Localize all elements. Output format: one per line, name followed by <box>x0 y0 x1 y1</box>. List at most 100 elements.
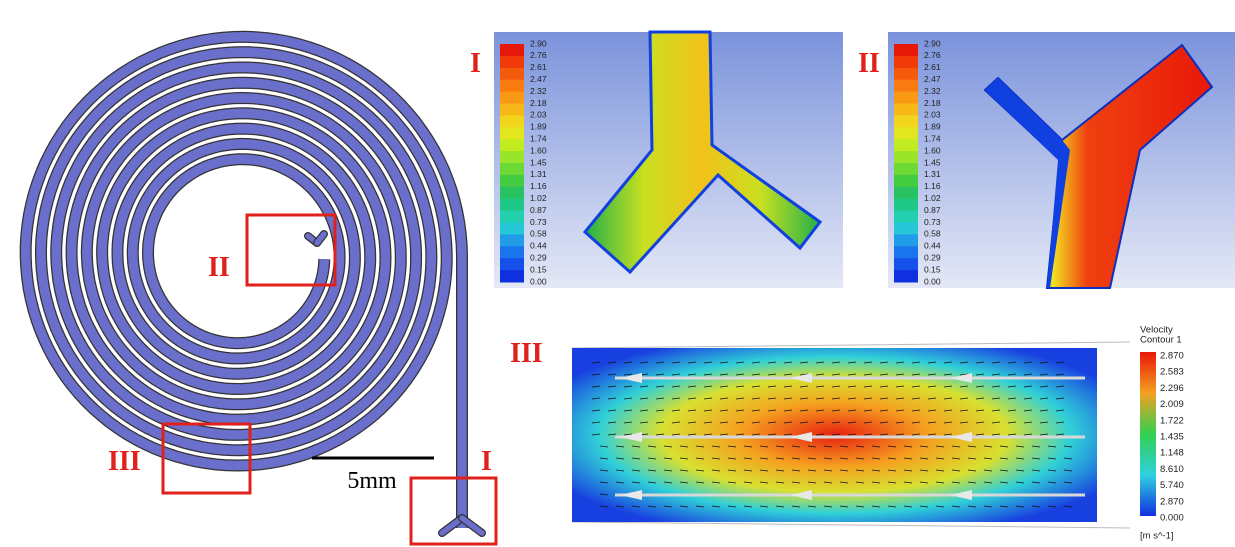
colorbar-swatch <box>894 92 918 104</box>
colorbar-label: 2.32 <box>530 86 547 96</box>
legend-label: 8.610 <box>1160 464 1184 475</box>
colorbar-label: 0.15 <box>924 264 941 274</box>
channel <box>26 37 462 528</box>
colorbar-swatch <box>500 199 524 211</box>
colorbar-swatch <box>500 151 524 163</box>
region-label: III <box>108 446 141 477</box>
colorbar-swatch <box>500 258 524 270</box>
legend-title: Contour 1 <box>1140 335 1182 346</box>
legend-label: 2.870 <box>1160 351 1184 362</box>
colorbar-label: 2.90 <box>530 38 547 48</box>
colorbar-label: 0.00 <box>530 276 547 286</box>
colorbar-swatch <box>894 246 918 258</box>
colorbar-label: 1.74 <box>530 133 547 143</box>
colorbar-swatch <box>894 270 918 282</box>
legend-unit: [m s^-1] <box>1140 531 1174 542</box>
colorbar-label: 2.03 <box>924 110 941 120</box>
scale-label: 5mm <box>347 468 397 494</box>
colorbar-swatch <box>500 44 524 56</box>
legend-label: 1.148 <box>1160 448 1184 459</box>
colorbar-label: 1.74 <box>924 133 941 143</box>
colorbar-label: 2.47 <box>924 74 941 84</box>
colorbar-label: 2.61 <box>530 62 547 72</box>
colorbar-swatch <box>500 92 524 104</box>
colorbar-swatch <box>894 223 918 235</box>
colorbar-label: 0.58 <box>530 229 547 239</box>
colorbar-swatch <box>894 151 918 163</box>
colorbar-swatch <box>894 163 918 175</box>
colorbar-label: 1.16 <box>924 181 941 191</box>
colorbar-swatch <box>500 175 524 187</box>
panel-label: II <box>858 48 880 79</box>
colorbar-label: 2.47 <box>530 74 547 84</box>
region-label: II <box>208 252 230 283</box>
colorbar-swatch <box>500 139 524 151</box>
colorbar-swatch <box>500 127 524 139</box>
colorbar-swatch <box>500 115 524 127</box>
colorbar-label: 0.73 <box>924 217 941 227</box>
colorbar-label: 2.76 <box>924 50 941 60</box>
colorbar-swatch <box>500 80 524 92</box>
colorbar-label: 0.73 <box>530 217 547 227</box>
legend-bar <box>1140 352 1156 516</box>
colorbar-swatch <box>894 80 918 92</box>
colorbar-label: 2.03 <box>530 110 547 120</box>
colorbar-swatch <box>500 270 524 282</box>
colorbar-swatch <box>894 211 918 223</box>
colorbar-swatch <box>500 246 524 258</box>
colorbar-swatch <box>500 211 524 223</box>
figure: II III I 5mm I II III Velocity Contour 1… <box>0 0 1235 547</box>
colorbar-swatch <box>894 115 918 127</box>
colorbar-swatch <box>500 234 524 246</box>
colorbar-label: 1.60 <box>924 145 941 155</box>
colorbar-swatch <box>894 187 918 199</box>
colorbar-swatch <box>894 104 918 116</box>
colorbar-label: 1.31 <box>530 169 547 179</box>
colorbar-label: 1.89 <box>530 122 547 132</box>
colorbar-label: 2.32 <box>924 86 941 96</box>
legend-label: 2.009 <box>1160 399 1184 410</box>
legend-label: 2.583 <box>1160 367 1184 378</box>
colorbar-swatch <box>500 163 524 175</box>
legend-label: 0.000 <box>1160 513 1184 524</box>
colorbar-swatch <box>500 104 524 116</box>
legend-label: 1.435 <box>1160 432 1184 443</box>
colorbar-swatch <box>500 223 524 235</box>
colorbar-label: 1.31 <box>924 169 941 179</box>
colorbar-label: 0.29 <box>530 252 547 262</box>
colorbar-swatch <box>894 258 918 270</box>
colorbar-swatch <box>894 175 918 187</box>
colorbar-label: 2.90 <box>924 38 941 48</box>
colorbar-label: 0.87 <box>530 205 547 215</box>
colorbar-label: 0.29 <box>924 252 941 262</box>
colorbar-swatch <box>894 199 918 211</box>
colorbar-label: 1.02 <box>924 193 941 203</box>
colorbar-label: 1.60 <box>530 145 547 155</box>
colorbar-swatch <box>894 234 918 246</box>
colorbar-label: 1.89 <box>924 122 941 132</box>
colorbar-label: 0.87 <box>924 205 941 215</box>
colorbar-label: 0.00 <box>924 276 941 286</box>
colorbar-label: 2.76 <box>530 50 547 60</box>
colorbar-label: 0.15 <box>530 264 547 274</box>
colorbar-swatch <box>500 56 524 68</box>
panel-label: I <box>470 48 481 79</box>
legend-label: 5.740 <box>1160 480 1184 491</box>
legend-label: 2.870 <box>1160 496 1184 507</box>
panel-label: III <box>510 338 543 369</box>
colorbar-label: 1.45 <box>530 157 547 167</box>
colorbar-swatch <box>500 68 524 80</box>
region-label: I <box>481 446 492 477</box>
colorbar-swatch <box>894 44 918 56</box>
colorbar-label: 2.61 <box>924 62 941 72</box>
colorbar-label: 1.45 <box>924 157 941 167</box>
legend-label: 2.296 <box>1160 383 1184 394</box>
colorbar-label: 1.16 <box>530 181 547 191</box>
colorbar-swatch <box>894 56 918 68</box>
colorbar-label: 1.02 <box>530 193 547 203</box>
colorbar-swatch <box>894 127 918 139</box>
colorbar-swatch <box>894 139 918 151</box>
colorbar-label: 0.58 <box>924 229 941 239</box>
colorbar-swatch <box>500 187 524 199</box>
colorbar-label: 2.18 <box>530 98 547 108</box>
